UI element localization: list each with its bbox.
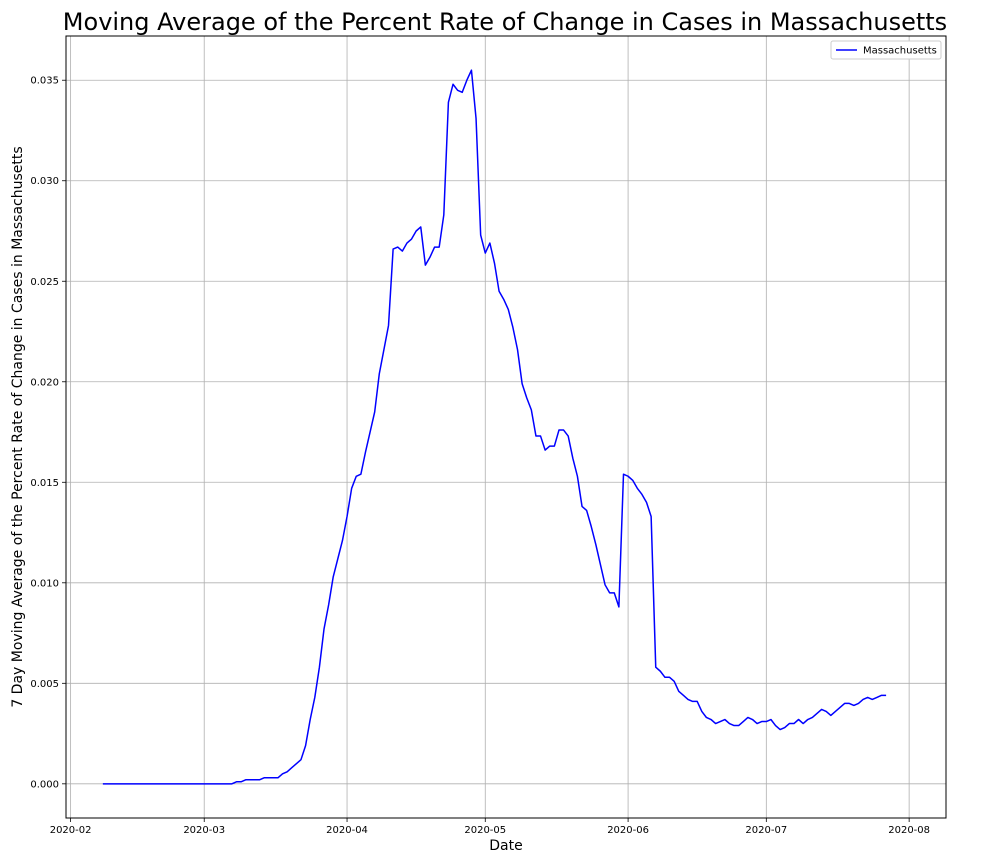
series-line-massachusetts — [102, 69, 887, 785]
chart-title: Moving Average of the Percent Rate of Ch… — [63, 8, 947, 36]
legend-entry-massachusetts: Massachusetts — [863, 46, 937, 57]
y-tick-label: 0.015 — [30, 478, 59, 489]
x-tick-label: 2020-05 — [464, 825, 506, 836]
x-axis-label: Date — [489, 838, 522, 854]
x-tick-label: 2020-08 — [888, 825, 930, 836]
grid — [66, 36, 946, 818]
y-tick-label: 0.020 — [30, 377, 59, 388]
x-tick-label: 2020-06 — [607, 825, 649, 836]
y-tick-label: 0.035 — [30, 76, 59, 87]
y-axis-label: 7 Day Moving Average of the Percent Rate… — [10, 146, 26, 707]
legend-box — [830, 40, 942, 60]
y-tick-label: 0.025 — [30, 277, 59, 288]
x-tick-label: 2020-07 — [745, 825, 787, 836]
series-layer — [102, 69, 887, 785]
x-tick-label: 2020-04 — [326, 825, 368, 836]
y-tick-label: 0.000 — [30, 779, 59, 790]
y-tick-label: 0.010 — [30, 578, 59, 589]
ticks: 2020-02 2020-03 2020-04 2020-05 2020-06 2020-… — [30, 76, 930, 836]
y-tick-label: 0.005 — [30, 679, 59, 690]
plot-area-frame — [65, 35, 947, 819]
legend: Massachusetts — [830, 40, 942, 60]
x-tick-label: 2020-03 — [183, 825, 225, 836]
y-tick-label: 0.030 — [30, 176, 59, 187]
x-tick-label: 2020-02 — [50, 825, 92, 836]
